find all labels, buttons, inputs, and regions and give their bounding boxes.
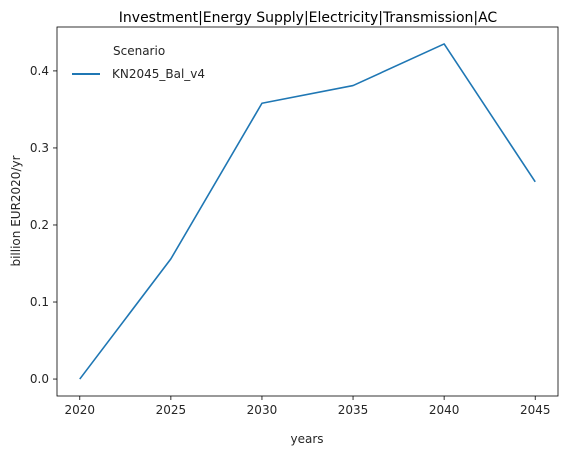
plot-area: 2020 2025 2030 2035 2040 2045 0.0 0.1 0.2 0.3 0.4 — [30, 26, 559, 417]
x-tick-label: 2035 — [338, 403, 369, 417]
y-tick-label: 0.2 — [30, 218, 49, 232]
y-axis-label: billion EUR2020/yr — [9, 155, 23, 266]
y-tick-label: 0.1 — [30, 295, 49, 309]
axes-frame — [56, 26, 559, 397]
x-tick-label: 2030 — [247, 403, 278, 417]
x-axis: 2020 2025 2030 2035 2040 2045 — [64, 396, 551, 417]
x-tick-label: 2020 — [64, 403, 95, 417]
series-line-0 — [79, 43, 536, 380]
legend-title: Scenario — [113, 44, 165, 58]
y-tick-label: 0.0 — [30, 372, 49, 386]
y-tick-label: 0.3 — [30, 141, 49, 155]
x-tick-label: 2025 — [156, 403, 187, 417]
chart-title: Investment|Energy Supply|Electricity|Tra… — [119, 10, 498, 26]
y-axis: 0.0 0.1 0.2 0.3 0.4 — [30, 64, 57, 386]
legend: Scenario KN2045_Bal_v4 — [72, 44, 205, 81]
series-layer — [79, 43, 536, 380]
x-tick-label: 2045 — [520, 403, 551, 417]
x-axis-label: years — [290, 432, 323, 446]
y-tick-label: 0.4 — [30, 64, 49, 78]
legend-entry-label: KN2045_Bal_v4 — [112, 67, 205, 81]
x-tick-label: 2040 — [429, 403, 460, 417]
